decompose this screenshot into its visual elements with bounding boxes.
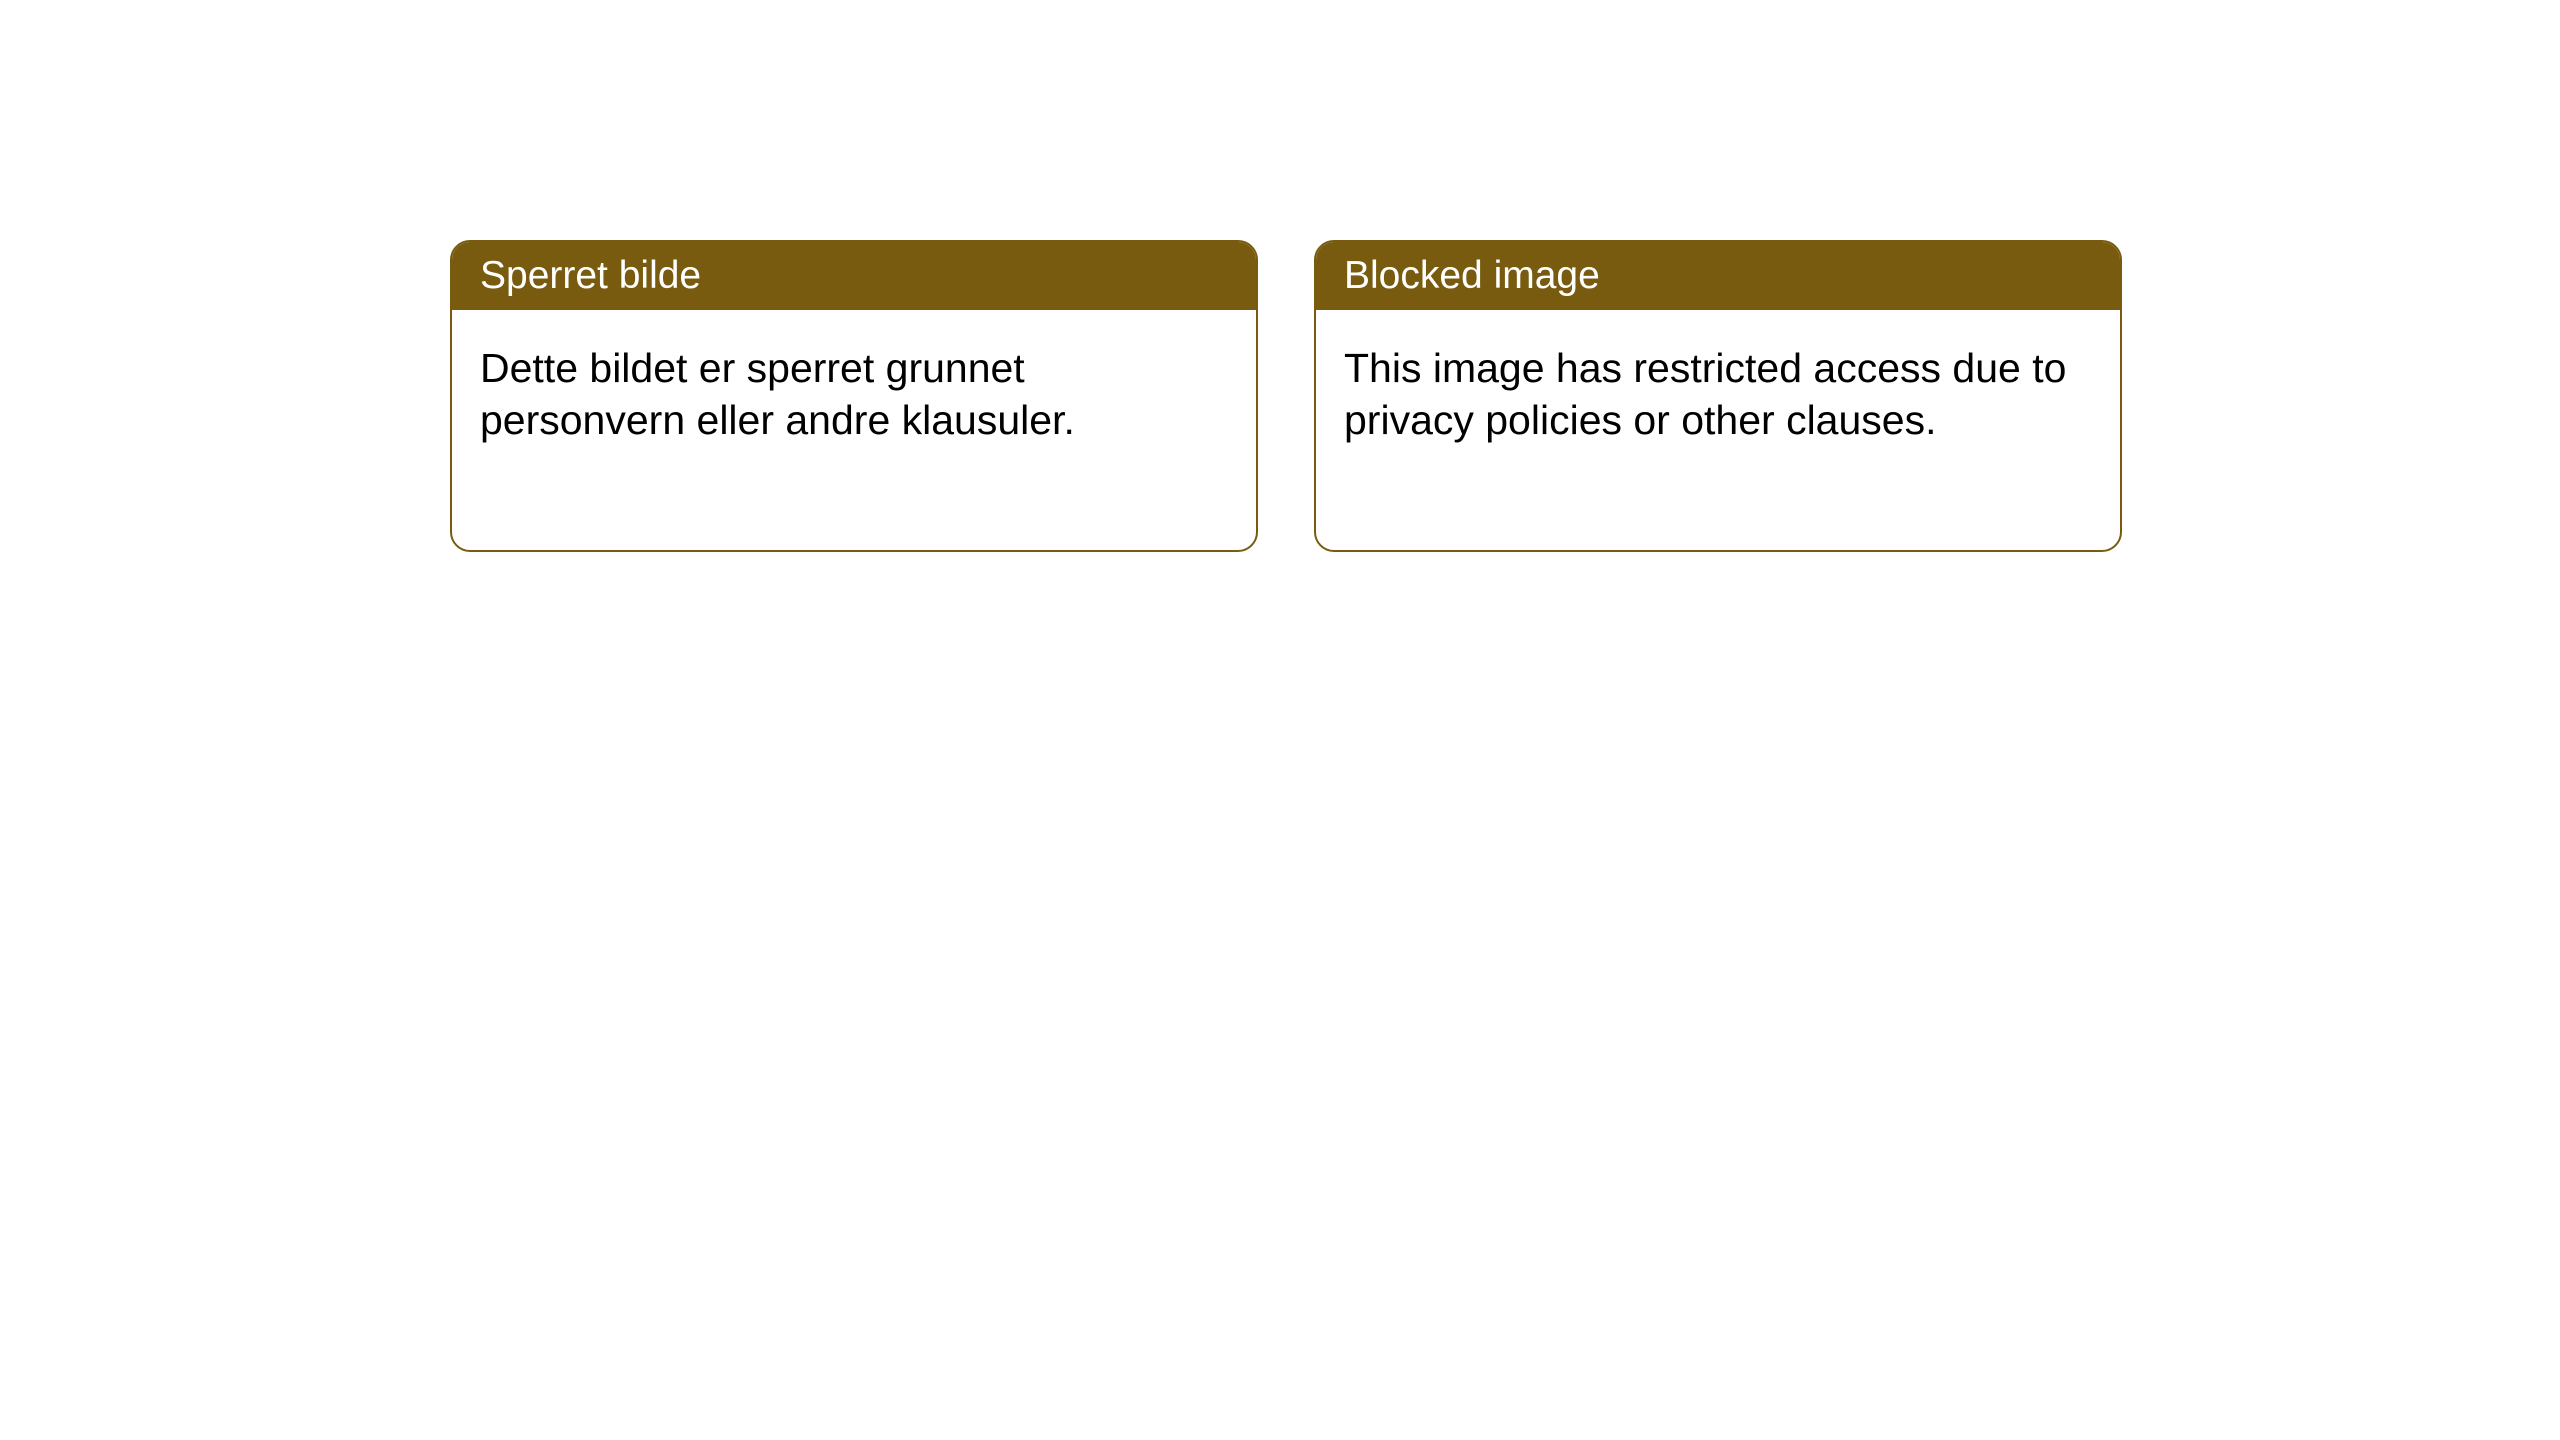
notice-header-text: Blocked image xyxy=(1344,254,1600,297)
notice-body-text: Dette bildet er sperret grunnet personve… xyxy=(480,345,1075,443)
notice-header-english: Blocked image xyxy=(1316,242,2120,310)
notice-header-norwegian: Sperret bilde xyxy=(452,242,1256,310)
notice-card-norwegian: Sperret bilde Dette bildet er sperret gr… xyxy=(450,240,1258,552)
notice-body-text: This image has restricted access due to … xyxy=(1344,345,2066,443)
notice-container: Sperret bilde Dette bildet er sperret gr… xyxy=(450,240,2122,552)
notice-body-english: This image has restricted access due to … xyxy=(1316,310,2120,550)
notice-card-english: Blocked image This image has restricted … xyxy=(1314,240,2122,552)
notice-body-norwegian: Dette bildet er sperret grunnet personve… xyxy=(452,310,1256,550)
notice-header-text: Sperret bilde xyxy=(480,254,701,297)
